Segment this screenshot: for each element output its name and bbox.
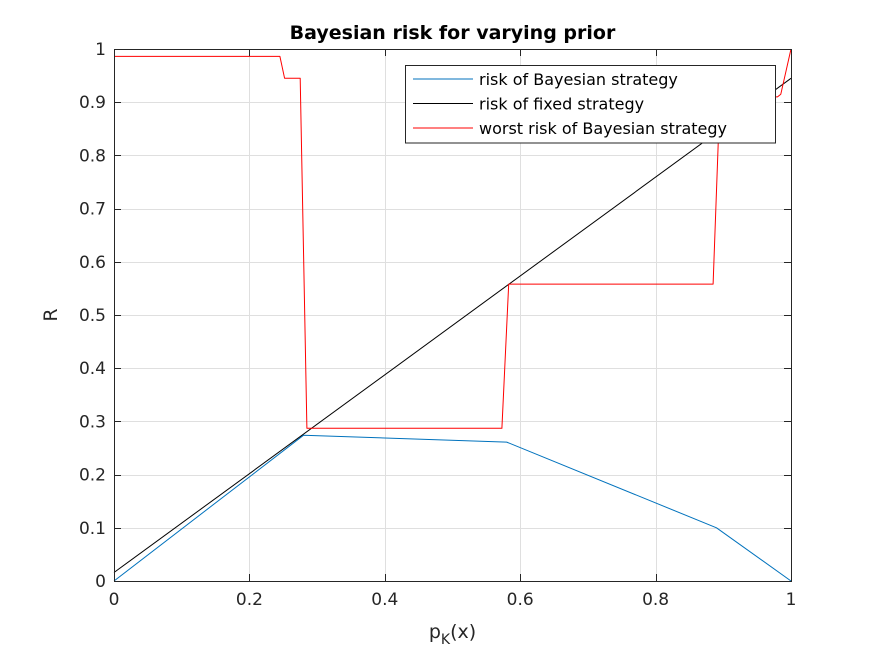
tick-labels: 0 0.2 0.4 0.6 0.8 1 0 0.1 0.2 0.3 0.4 0.5 0.6 0.7 0.8 0…	[79, 40, 796, 610]
legend-box	[405, 65, 776, 144]
y-tick-label: 1	[95, 40, 106, 60]
chart-title: Bayesian risk for varying prior	[290, 22, 616, 44]
y-tick-label: 0.8	[79, 146, 106, 166]
y-tick-label: 0.6	[79, 253, 106, 273]
x-tick-label: 0.8	[642, 590, 669, 610]
x-tick-label: 1	[786, 590, 797, 610]
legend-label: risk of fixed strategy	[479, 95, 644, 114]
legend: risk of Bayesian strategy risk of fixed s…	[405, 65, 776, 144]
x-axis-label-tail: (x)	[450, 621, 476, 643]
legend-label: worst risk of Bayesian strategy	[479, 119, 727, 138]
series-line-risk-of-fixed-strategy	[113, 77, 792, 573]
x-tick-label: 0.6	[507, 590, 534, 610]
y-axis-label: R	[40, 308, 62, 321]
x-axis-label-main: p	[429, 621, 441, 643]
y-tick-label: 0.3	[79, 412, 106, 432]
y-tick-label: 0	[95, 572, 106, 592]
y-tick-label: 0.7	[79, 200, 106, 220]
y-tick-label: 0.9	[79, 93, 106, 113]
y-tick-label: 0.5	[79, 306, 106, 326]
series-line-risk-of-bayesian-strategy	[113, 434, 792, 582]
x-tick-label: 0	[109, 590, 120, 610]
tick-marks	[114, 49, 792, 582]
y-tick-label: 0.4	[79, 359, 106, 379]
y-tick-label: 0.1	[79, 519, 106, 539]
x-axis-label: pK(x)	[429, 621, 476, 648]
x-tick-label: 0.2	[236, 590, 263, 610]
legend-label: risk of Bayesian strategy	[479, 70, 678, 89]
y-tick-label: 0.2	[79, 466, 106, 486]
x-tick-label: 0.4	[371, 590, 398, 610]
x-axis-label-subscript: K	[441, 632, 451, 648]
